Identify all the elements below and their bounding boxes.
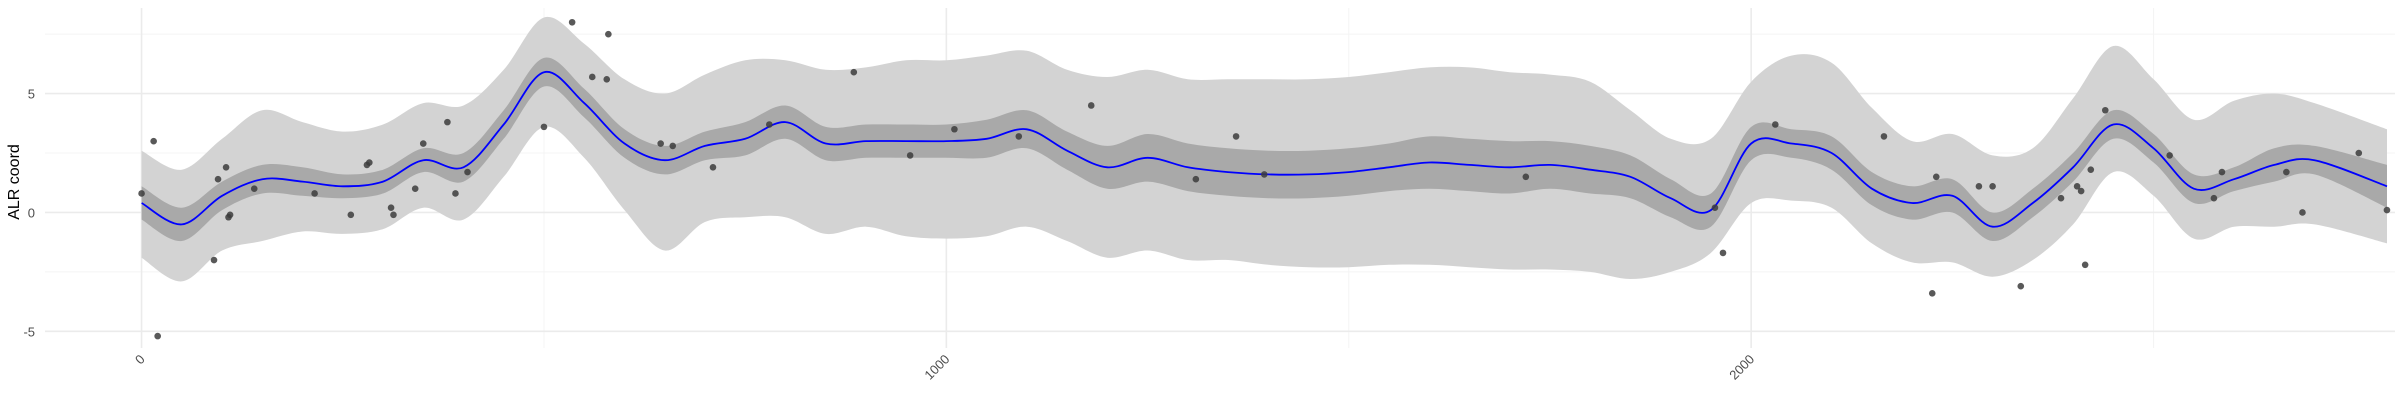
y-tick-label: -5 bbox=[23, 324, 35, 339]
data-point bbox=[2087, 166, 2095, 173]
data-point bbox=[1719, 249, 1727, 257]
data-point bbox=[2218, 168, 2226, 176]
observation-points bbox=[138, 18, 2391, 340]
data-point bbox=[2073, 183, 2081, 190]
data-point bbox=[1928, 290, 1936, 297]
data-point bbox=[2299, 209, 2306, 216]
data-point bbox=[444, 118, 451, 126]
data-point bbox=[709, 164, 717, 171]
data-point bbox=[366, 159, 373, 166]
data-point bbox=[1880, 133, 1888, 140]
data-point bbox=[222, 164, 230, 171]
data-point bbox=[1772, 121, 1779, 128]
data-point bbox=[214, 175, 222, 183]
data-point bbox=[850, 68, 858, 76]
data-point bbox=[250, 185, 258, 192]
data-point bbox=[568, 18, 576, 26]
data-point bbox=[1522, 173, 1530, 181]
data-point bbox=[766, 121, 773, 128]
data-point bbox=[226, 211, 234, 219]
data-point bbox=[669, 142, 677, 150]
data-point bbox=[1989, 183, 1996, 190]
data-point bbox=[1232, 133, 1240, 140]
data-point bbox=[1260, 171, 1268, 178]
data-point bbox=[603, 76, 611, 83]
data-point bbox=[311, 190, 318, 197]
y-axis-title: ALR coord bbox=[6, 144, 23, 220]
data-point bbox=[411, 185, 419, 192]
data-point bbox=[1015, 133, 1023, 140]
data-point bbox=[387, 204, 395, 212]
y-tick-label: 5 bbox=[28, 87, 35, 102]
data-point bbox=[1932, 173, 1940, 181]
data-point bbox=[906, 152, 914, 159]
y-tick-label: 0 bbox=[28, 205, 35, 220]
data-point bbox=[605, 30, 612, 38]
data-point bbox=[2017, 282, 2025, 290]
data-point bbox=[588, 73, 596, 81]
data-point bbox=[540, 123, 548, 131]
y-tick-labels: -5 0 5 bbox=[23, 87, 35, 340]
fit-line bbox=[141, 71, 2388, 228]
data-point bbox=[210, 256, 218, 264]
data-point bbox=[2101, 106, 2109, 114]
data-point bbox=[951, 125, 958, 133]
confidence-bands bbox=[141, 16, 2387, 282]
data-point bbox=[419, 140, 427, 147]
data-point bbox=[464, 168, 471, 176]
fit-line-layer bbox=[141, 71, 2388, 228]
data-point bbox=[1087, 102, 1095, 109]
data-point bbox=[390, 211, 397, 219]
data-point bbox=[347, 211, 355, 219]
data-point bbox=[2355, 149, 2363, 157]
data-point bbox=[1192, 175, 1200, 183]
data-point bbox=[1711, 204, 1719, 212]
outer-band bbox=[141, 16, 2387, 282]
data-point bbox=[452, 190, 459, 197]
data-point bbox=[657, 140, 664, 147]
data-point bbox=[2081, 261, 2089, 269]
data-point bbox=[2383, 206, 2391, 214]
data-point bbox=[1975, 183, 1983, 190]
data-point bbox=[2166, 152, 2173, 159]
data-point bbox=[154, 332, 161, 340]
data-point bbox=[150, 137, 157, 145]
data-point bbox=[2283, 168, 2290, 176]
data-point bbox=[2077, 187, 2085, 195]
data-point bbox=[2210, 194, 2218, 202]
data-point bbox=[138, 190, 145, 197]
data-point bbox=[2057, 194, 2065, 202]
